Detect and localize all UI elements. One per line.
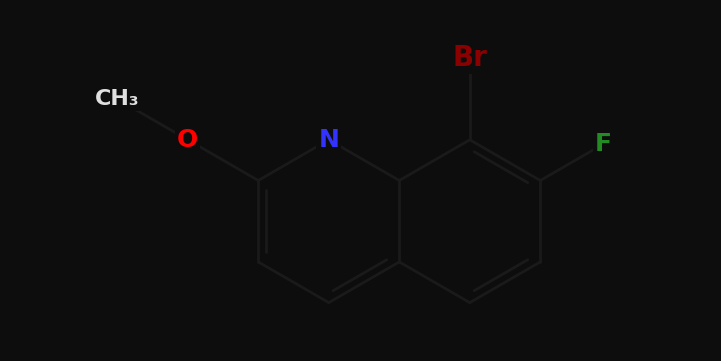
- Text: N: N: [319, 128, 339, 152]
- Text: O: O: [177, 128, 198, 152]
- Text: F: F: [596, 132, 612, 156]
- Text: Br: Br: [452, 44, 487, 72]
- Text: CH₃: CH₃: [95, 89, 140, 109]
